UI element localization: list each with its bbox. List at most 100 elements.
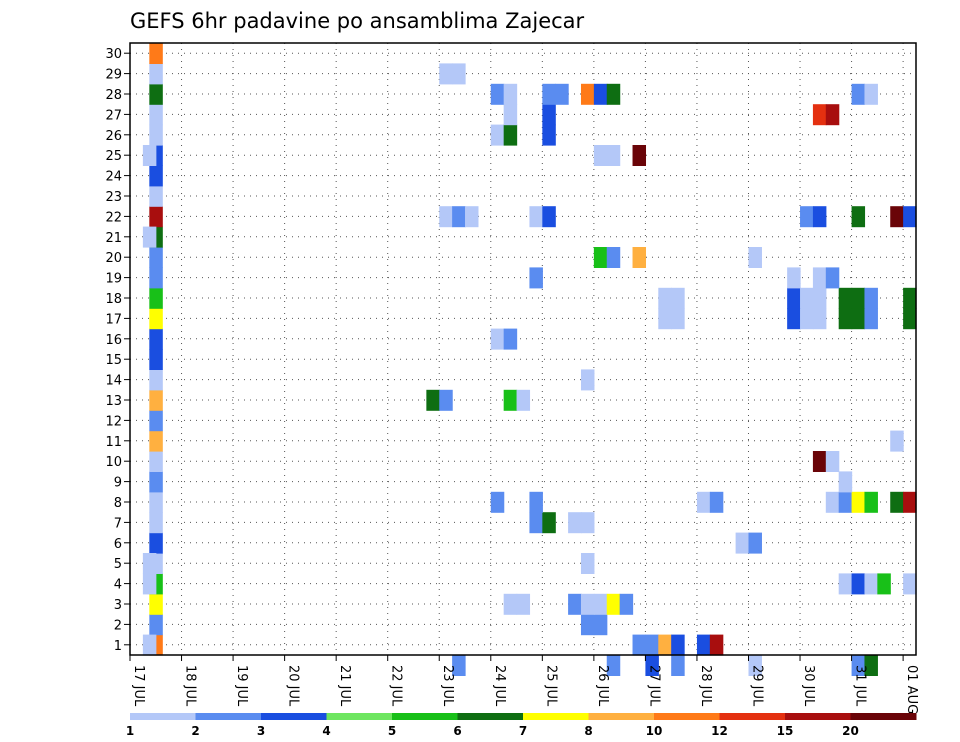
heatmap-cell xyxy=(606,655,621,676)
heatmap-cell xyxy=(142,226,157,248)
heatmap-cell xyxy=(812,267,827,289)
heatmap-cell xyxy=(516,593,531,615)
y-tick-label: 25 xyxy=(105,149,122,164)
heatmap-cell xyxy=(890,430,904,452)
heatmap-cell xyxy=(568,593,582,615)
x-tick-label: 28 JUL xyxy=(698,665,713,707)
heatmap-cell xyxy=(149,104,163,126)
legend-label: 8 xyxy=(584,724,592,738)
y-tick-label: 14 xyxy=(105,374,122,389)
heatmap-cell xyxy=(503,83,518,105)
heatmap-cell xyxy=(709,634,724,656)
y-tick-label: 1 xyxy=(114,639,122,654)
heatmap-cell xyxy=(864,491,878,513)
heatmap-cell xyxy=(606,83,621,105)
heatmap-cell xyxy=(580,593,595,615)
heatmap-cell xyxy=(149,471,163,493)
heatmap-cell xyxy=(149,410,163,432)
heatmap-cell xyxy=(580,614,595,636)
legend-label: 2 xyxy=(191,724,199,738)
heatmap-cell xyxy=(149,512,163,534)
x-tick-label: 01 AUG xyxy=(904,665,919,714)
legend-label: 10 xyxy=(646,724,663,738)
y-tick-label: 13 xyxy=(105,394,122,409)
legend-label: 5 xyxy=(388,724,396,738)
legend-swatch xyxy=(195,713,262,720)
legend-label: 6 xyxy=(453,724,461,738)
y-tick-label: 29 xyxy=(105,68,122,83)
heatmap-cell xyxy=(593,614,608,636)
heatmap-cell xyxy=(812,308,827,330)
heatmap-cell xyxy=(503,328,518,350)
y-tick-label: 19 xyxy=(105,272,122,287)
heatmap-cell xyxy=(825,451,840,472)
grid xyxy=(130,43,916,655)
heatmap-cell xyxy=(490,83,505,105)
heatmap-cell xyxy=(149,247,163,268)
heatmap-cell xyxy=(529,267,543,289)
x-tick-label: 17 JUL xyxy=(131,665,146,707)
y-tick-label: 30 xyxy=(105,47,122,62)
heatmap-cell xyxy=(149,532,163,554)
heatmap-cell xyxy=(851,655,866,676)
heatmap-cell xyxy=(658,287,672,309)
y-tick-label: 12 xyxy=(105,414,122,429)
heatmap-cell xyxy=(149,451,163,472)
heatmap-cell xyxy=(490,328,505,350)
heatmap-cell xyxy=(149,287,163,309)
heatmap-cell xyxy=(671,308,685,330)
heatmap-cell xyxy=(593,593,608,615)
heatmap-cell xyxy=(800,308,814,330)
heatmap-cell xyxy=(439,63,453,85)
x-tick-label: 20 JUL xyxy=(286,665,301,707)
heatmap-cell xyxy=(632,145,647,166)
heatmap-cell xyxy=(516,389,531,411)
chart-title: GEFS 6hr padavine po ansamblima Zajecar xyxy=(130,9,585,33)
heatmap-cell xyxy=(903,206,917,228)
y-tick-label: 4 xyxy=(114,578,122,593)
heatmap-cell xyxy=(787,267,801,289)
heatmap-cell xyxy=(580,369,595,391)
heatmap-cell xyxy=(606,593,621,615)
x-tick-label: 25 JUL xyxy=(543,665,558,707)
heatmap-cell xyxy=(149,165,163,187)
heatmap-cell xyxy=(903,573,917,595)
heatmap-cell xyxy=(696,491,711,513)
heatmap-cell xyxy=(800,287,814,309)
y-tick-label: 17 xyxy=(105,312,122,327)
legend-label: 1 xyxy=(126,724,134,738)
legend-swatch xyxy=(261,713,327,720)
y-tick-label: 11 xyxy=(105,435,122,450)
heatmap-cell xyxy=(149,369,163,391)
heatmap-cell xyxy=(851,206,866,228)
legend-swatch xyxy=(785,713,851,720)
heatmap-cell xyxy=(503,124,518,146)
heatmap-cell xyxy=(142,145,157,166)
heatmap-cell xyxy=(542,206,556,228)
heatmap-cell xyxy=(735,532,750,554)
legend-swatch xyxy=(457,713,524,720)
y-tick-label: 28 xyxy=(105,88,122,103)
heatmap-cell xyxy=(864,83,878,105)
heatmap-cell xyxy=(619,593,634,615)
heatmap-cell xyxy=(645,655,659,676)
x-tick-label: 29 JUL xyxy=(749,665,764,707)
heatmap-cell xyxy=(555,83,569,105)
heatmap-cell xyxy=(671,655,685,676)
heatmap-cell xyxy=(851,308,866,330)
heatmap-cell xyxy=(542,104,556,126)
heatmap-cell xyxy=(748,655,762,676)
heatmap-cell xyxy=(542,124,556,146)
y-tick-label: 18 xyxy=(105,292,122,307)
heatmap-cell xyxy=(142,634,157,656)
legend-swatch xyxy=(850,713,917,720)
x-tick-label: 24 JUL xyxy=(492,665,507,707)
legend-label: 12 xyxy=(711,724,728,738)
y-tick-label: 8 xyxy=(114,496,122,511)
heatmap-cell xyxy=(890,491,904,513)
heatmap-cell xyxy=(490,491,505,513)
heatmap-cell xyxy=(142,573,157,595)
heatmap-cell xyxy=(580,512,595,534)
x-tick-label: 30 JUL xyxy=(801,665,816,707)
heatmap-cell xyxy=(658,634,672,656)
